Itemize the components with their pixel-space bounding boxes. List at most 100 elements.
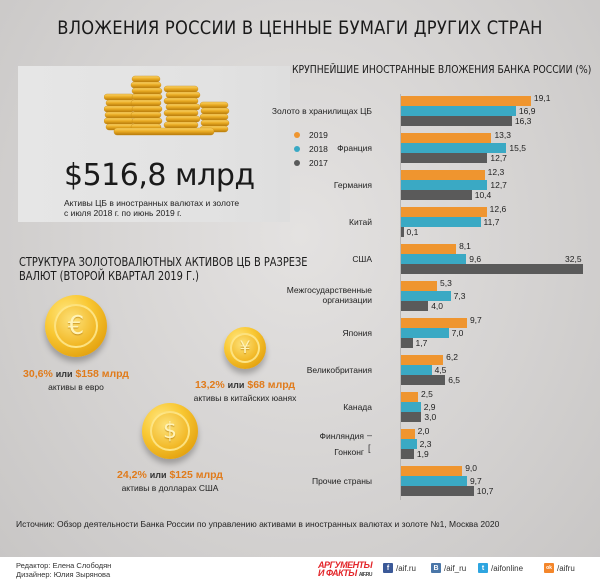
- footer: Редактор: Елена Слободян Дизайнер: Юлия …: [0, 557, 600, 586]
- yuan-desc: активы в китайских юанях: [193, 393, 297, 403]
- legend-item-2017: 2017: [294, 156, 328, 170]
- bar-2019: [401, 318, 467, 328]
- bar-2019: [401, 133, 492, 143]
- bar-value-label: 7,3: [453, 291, 466, 301]
- bar-value-label: 2,0: [417, 426, 430, 436]
- legend-dot-2018-icon: [294, 146, 300, 152]
- bar-2017: [401, 116, 512, 126]
- bar-2018: [401, 402, 421, 412]
- caption-line: с июля 2018 г. по июнь 2019 г.: [64, 208, 182, 218]
- yuan-share: 13,2% или $68 млрд: [185, 379, 305, 391]
- category-label: Япония: [342, 328, 372, 338]
- bar-value-label: 2,5: [421, 389, 433, 399]
- bar-2019: [401, 207, 487, 217]
- social-handle: /aif.ru: [396, 563, 417, 573]
- bar-value-label: 13,3: [494, 130, 511, 140]
- bar-2019: [401, 96, 531, 106]
- bar-2017: [401, 227, 404, 237]
- bar-value-label: 2,3: [419, 439, 432, 449]
- bar-2018: [401, 106, 516, 116]
- bar-2018: [401, 476, 467, 486]
- bar-value-label: 6,5: [448, 375, 461, 385]
- bar-2019: [401, 392, 418, 402]
- dollar-amount: $125 млрд: [169, 469, 223, 481]
- bar-2017: [401, 153, 488, 163]
- bar-2017: [401, 486, 474, 496]
- or-word: или: [227, 380, 245, 390]
- bar-2019: [401, 170, 485, 180]
- bar-2017: [401, 449, 414, 459]
- euro-percent: 30,6%: [23, 368, 53, 380]
- category-label-finland: Финляндия: [319, 431, 364, 441]
- bar-value-label: 9,0: [465, 463, 478, 473]
- gold-coins-icon: [104, 75, 230, 136]
- logo-line: И ФАКТЫ: [318, 568, 357, 578]
- euro-amount: $158 млрд: [75, 368, 129, 380]
- category-label: Китай: [349, 217, 372, 227]
- twitter-icon: t: [478, 563, 488, 573]
- bar-2019: [401, 466, 463, 476]
- bar-value-label: 0,1: [406, 227, 419, 237]
- total-assets-panel: $516,8 млрд Активы ЦБ в иностранных валю…: [18, 66, 290, 222]
- bar-2017: [401, 301, 429, 311]
- euro-share: 30,6% или $158 млрд: [16, 368, 136, 380]
- dollar-share: 24,2% или $125 млрд: [100, 469, 240, 481]
- bar-2017: [401, 412, 422, 422]
- dollar-assets: $ 24,2% или $125 млрд активы в долларах …: [100, 403, 240, 493]
- chart-title: КРУПНЕЙШИЕ ИНОСТРАННЫЕ ВЛОЖЕНИЯ БАНКА РО…: [292, 63, 592, 76]
- bar-value-label: 12,3: [487, 167, 505, 177]
- social-facebook[interactable]: f /aif.ru: [383, 563, 416, 573]
- category-label: Финляндия Гонконг: [320, 431, 364, 457]
- category-label-line: организации: [322, 295, 372, 305]
- bar-value-label: 32,5: [565, 254, 582, 264]
- social-odnoklassniki[interactable]: ok /aifru: [544, 563, 575, 573]
- bar-value-label: 1,7: [415, 338, 428, 348]
- bar-2017: [401, 375, 446, 385]
- odnoklassniki-icon: ok: [544, 563, 554, 573]
- bar-2019: [401, 281, 438, 291]
- category-label-line: Межгосударственные: [286, 285, 372, 295]
- category-label: Золото в хранилищах ЦБ: [271, 106, 372, 116]
- bar-value-label: 11,7: [483, 217, 500, 227]
- caption-line: Активы ЦБ в иностранных валютах и золоте: [64, 198, 240, 208]
- bar-value-label: 19,1: [533, 93, 551, 103]
- legend-label: 2017: [309, 158, 328, 168]
- social-handle: /aifonline: [491, 563, 524, 573]
- bar-value-label: 9,6: [469, 254, 482, 264]
- vk-icon: B: [431, 563, 441, 573]
- bar-2019: [401, 355, 444, 365]
- bar-2018: [401, 180, 488, 190]
- euro-symbol: €: [54, 304, 98, 348]
- bar-value-label: 9,7: [469, 315, 482, 325]
- bar-value-label: 8,1: [459, 241, 471, 251]
- logo-site: AIF.RU: [358, 572, 373, 578]
- dollar-symbol: $: [150, 411, 190, 451]
- bar-2019: [401, 429, 415, 439]
- finland-marker-icon: –: [367, 430, 373, 440]
- bar-value-label: 4,0: [431, 301, 444, 311]
- aif-logo[interactable]: АРГУМЕНТЫ И ФАКТЫ AIF.RU: [318, 560, 373, 579]
- structure-title-line: СТРУКТУРА ЗОЛОТОВАЛЮТНЫХ АКТИВОВ ЦБ В РА…: [19, 255, 308, 269]
- bar-value-label: 3,0: [424, 412, 437, 422]
- bar-2018: [401, 143, 507, 153]
- yuan-assets: ¥ 13,2% или $68 млрд активы в китайских …: [185, 327, 305, 403]
- bar-value-label: 9,7: [469, 476, 482, 486]
- social-vk[interactable]: B /aif_ru: [431, 563, 466, 573]
- legend-dot-2019-icon: [294, 132, 300, 138]
- legend-label: 2018: [309, 144, 328, 154]
- social-twitter[interactable]: t /aifonline: [478, 563, 523, 573]
- category-label: Канада: [343, 402, 372, 412]
- yuan-symbol: ¥: [230, 333, 260, 363]
- bar-2017: [401, 338, 413, 348]
- bar-value-label: 2,9: [423, 402, 436, 412]
- bar-value-label: 16,9: [518, 106, 536, 116]
- dollar-coin-icon: $: [142, 403, 198, 459]
- logo-line: АРГУМЕНТЫ: [318, 560, 373, 570]
- dollar-desc: активы в долларах США: [121, 483, 219, 493]
- facebook-icon: f: [383, 563, 393, 573]
- or-word: или: [55, 369, 73, 379]
- dollar-percent: 24,2%: [117, 469, 147, 481]
- yuan-amount: $68 млрд: [247, 379, 296, 391]
- legend-dot-2017-icon: [294, 160, 300, 166]
- bar-value-label: 16,3: [514, 116, 532, 126]
